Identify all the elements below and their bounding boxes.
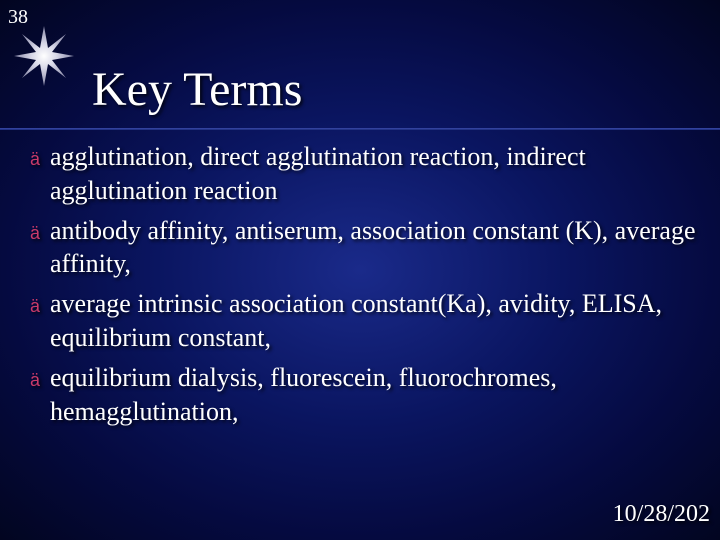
slide-title: Key Terms xyxy=(92,62,302,117)
bullet-item: ä agglutination, direct agglutination re… xyxy=(30,140,700,208)
bullet-text: agglutination, direct agglutination reac… xyxy=(50,140,700,208)
bullet-item: ä antibody affinity, antiserum, associat… xyxy=(30,214,700,282)
bullet-marker-icon: ä xyxy=(30,295,40,318)
date-footer: 10/28/202 xyxy=(613,501,710,528)
bullet-marker-icon: ä xyxy=(30,369,40,392)
bullet-marker-icon: ä xyxy=(30,148,40,171)
bullet-text: equilibrium dialysis, fluorescein, fluor… xyxy=(50,361,700,429)
bullet-marker-icon: ä xyxy=(30,222,40,245)
star-icon xyxy=(12,24,76,88)
bullet-item: ä average intrinsic association constant… xyxy=(30,287,700,355)
bullet-text: average intrinsic association constant(K… xyxy=(50,287,700,355)
slide-content: ä agglutination, direct agglutination re… xyxy=(30,140,700,434)
bullet-item: ä equilibrium dialysis, fluorescein, flu… xyxy=(30,361,700,429)
bullet-text: antibody affinity, antiserum, associatio… xyxy=(50,214,700,282)
title-divider xyxy=(0,128,720,130)
